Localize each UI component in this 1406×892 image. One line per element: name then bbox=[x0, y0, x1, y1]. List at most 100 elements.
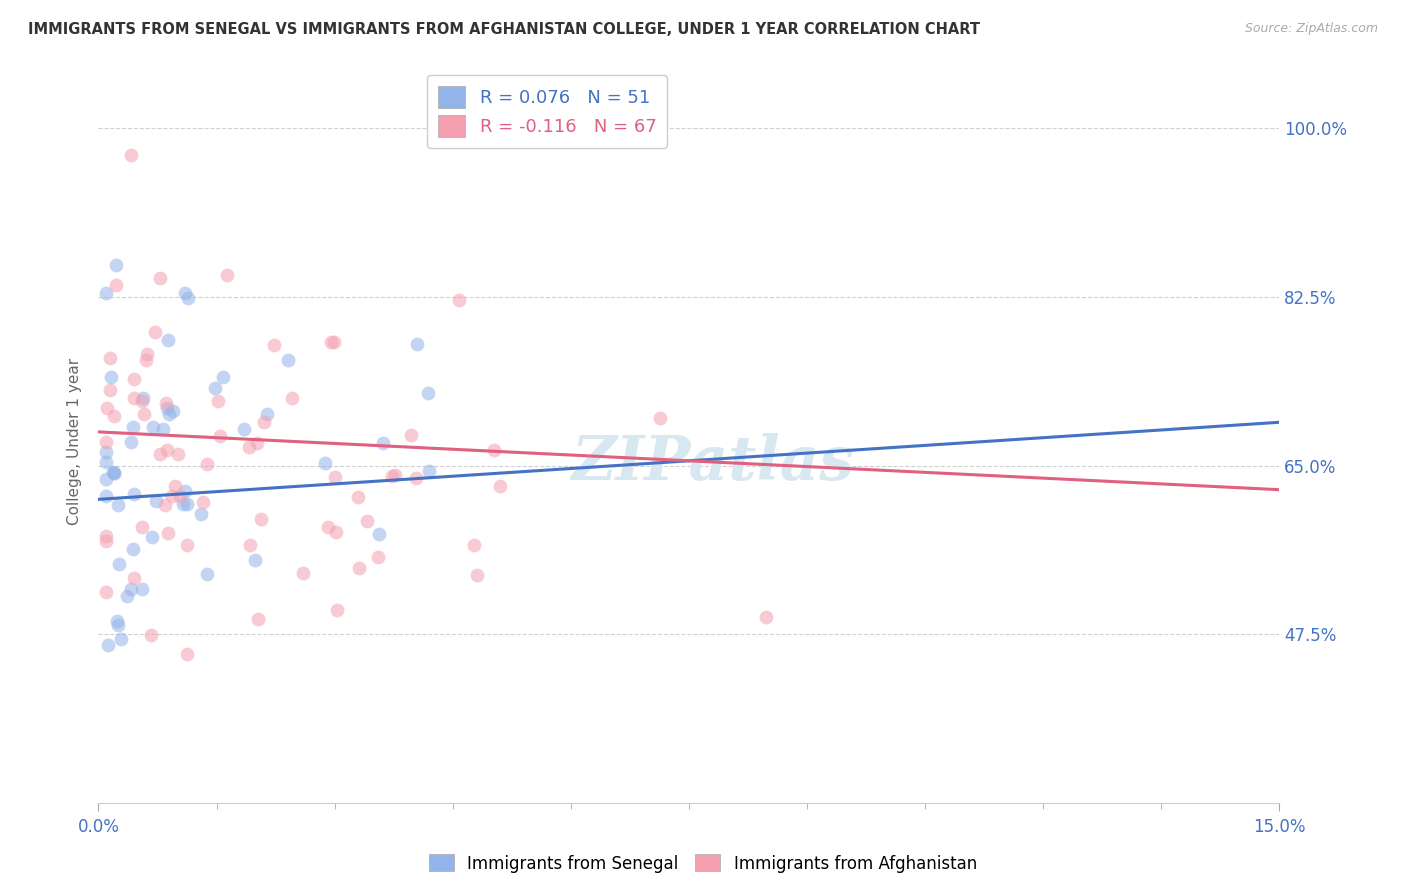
Point bbox=[467, 568, 489, 582]
Point bbox=[314, 456, 336, 470]
Point bbox=[160, 490, 183, 504]
Y-axis label: College, Under 1 year: College, Under 1 year bbox=[67, 358, 83, 525]
Point bbox=[131, 520, 153, 534]
Point bbox=[96, 489, 118, 503]
Point bbox=[243, 553, 266, 567]
Point bbox=[156, 334, 179, 348]
Point bbox=[131, 393, 153, 408]
Point bbox=[120, 434, 142, 449]
Point bbox=[484, 442, 506, 457]
Point bbox=[122, 571, 145, 585]
Point bbox=[418, 465, 440, 479]
Point bbox=[167, 447, 190, 461]
Point bbox=[105, 259, 128, 273]
Point bbox=[447, 293, 470, 307]
Point bbox=[347, 490, 370, 504]
Point bbox=[191, 495, 214, 509]
Point bbox=[134, 407, 156, 421]
Point bbox=[121, 420, 143, 434]
Point bbox=[368, 527, 391, 541]
Point bbox=[176, 647, 198, 661]
Point bbox=[323, 470, 346, 484]
Legend: R = 0.076   N = 51, R = -0.116   N = 67: R = 0.076 N = 51, R = -0.116 N = 67 bbox=[427, 75, 668, 148]
Point bbox=[322, 334, 344, 349]
Point bbox=[145, 493, 167, 508]
Point bbox=[174, 483, 197, 498]
Point bbox=[406, 337, 429, 351]
Point bbox=[141, 530, 163, 544]
Point bbox=[103, 466, 125, 480]
Point bbox=[246, 612, 269, 626]
Point bbox=[250, 511, 273, 525]
Point bbox=[277, 352, 299, 367]
Point bbox=[122, 391, 145, 405]
Point bbox=[103, 409, 125, 424]
Point bbox=[156, 401, 179, 416]
Point bbox=[347, 561, 370, 575]
Legend: Immigrants from Senegal, Immigrants from Afghanistan: Immigrants from Senegal, Immigrants from… bbox=[422, 847, 984, 880]
Point bbox=[157, 525, 180, 540]
Point bbox=[325, 603, 347, 617]
Point bbox=[100, 369, 122, 384]
Point bbox=[131, 582, 153, 596]
Point bbox=[169, 489, 191, 503]
Point bbox=[120, 147, 142, 161]
Point bbox=[209, 429, 232, 443]
Point bbox=[463, 538, 485, 552]
Point bbox=[98, 351, 121, 366]
Point bbox=[195, 567, 218, 582]
Point bbox=[98, 383, 121, 397]
Point bbox=[107, 498, 129, 512]
Point bbox=[207, 394, 229, 409]
Point bbox=[488, 479, 510, 493]
Point bbox=[371, 435, 394, 450]
Point bbox=[96, 435, 118, 450]
Point bbox=[142, 420, 165, 434]
Point bbox=[399, 428, 422, 442]
Point bbox=[253, 415, 276, 429]
Point bbox=[96, 529, 118, 543]
Point bbox=[246, 436, 269, 450]
Point bbox=[105, 277, 128, 292]
Point bbox=[155, 396, 177, 410]
Text: ZIPatlas: ZIPatlas bbox=[571, 434, 853, 493]
Point bbox=[141, 628, 163, 642]
Point bbox=[143, 325, 166, 339]
Point bbox=[172, 497, 194, 511]
Point bbox=[204, 381, 226, 395]
Point bbox=[152, 422, 174, 436]
Point bbox=[121, 541, 143, 556]
Point bbox=[239, 538, 262, 552]
Point bbox=[156, 442, 179, 457]
Point bbox=[190, 508, 212, 522]
Point bbox=[195, 458, 218, 472]
Point bbox=[136, 347, 159, 361]
Point bbox=[108, 557, 131, 571]
Point bbox=[157, 407, 180, 421]
Point bbox=[316, 519, 339, 533]
Point bbox=[120, 582, 142, 596]
Point bbox=[405, 471, 427, 485]
Point bbox=[173, 285, 195, 300]
Text: Source: ZipAtlas.com: Source: ZipAtlas.com bbox=[1244, 22, 1378, 36]
Point bbox=[96, 286, 118, 301]
Point bbox=[115, 589, 138, 603]
Point bbox=[367, 549, 389, 564]
Point bbox=[96, 401, 118, 415]
Point bbox=[165, 479, 187, 493]
Point bbox=[384, 467, 406, 482]
Point bbox=[232, 421, 254, 435]
Point bbox=[96, 533, 118, 548]
Point bbox=[418, 386, 440, 401]
Point bbox=[648, 410, 671, 425]
Point bbox=[122, 372, 145, 386]
Point bbox=[325, 525, 347, 540]
Point bbox=[217, 268, 239, 282]
Text: IMMIGRANTS FROM SENEGAL VS IMMIGRANTS FROM AFGHANISTAN COLLEGE, UNDER 1 YEAR COR: IMMIGRANTS FROM SENEGAL VS IMMIGRANTS FR… bbox=[28, 22, 980, 37]
Point bbox=[149, 448, 172, 462]
Point bbox=[162, 404, 184, 418]
Point bbox=[96, 444, 118, 458]
Point bbox=[96, 585, 118, 599]
Point bbox=[176, 538, 198, 552]
Point bbox=[101, 465, 124, 479]
